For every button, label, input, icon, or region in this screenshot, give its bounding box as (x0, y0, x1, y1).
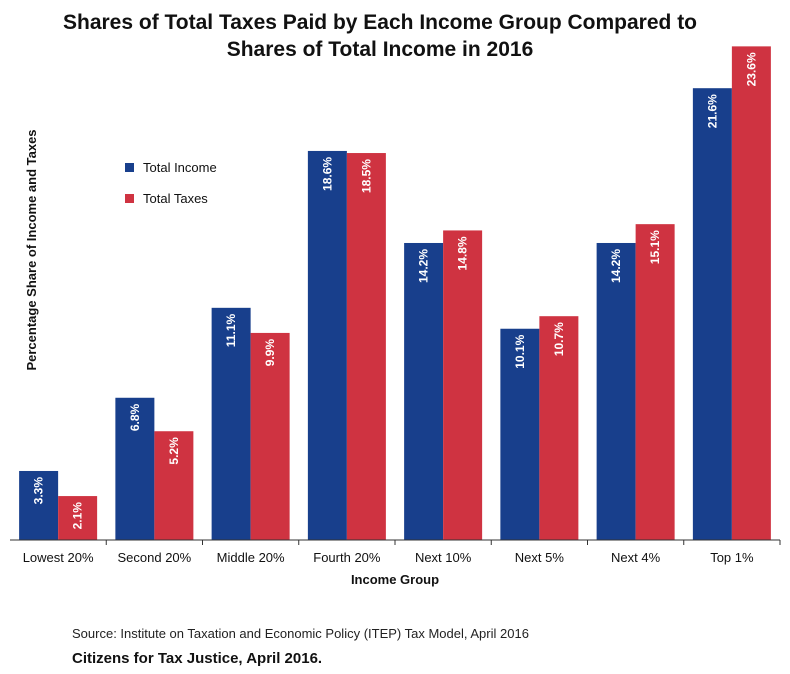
bar-taxes-1 (154, 431, 194, 540)
x-tick-label-2: Middle 20% (217, 550, 285, 565)
bar-income-6 (596, 242, 636, 540)
bar-income-4 (404, 242, 444, 540)
x-tick-label-4: Next 10% (415, 550, 472, 565)
x-tick-label-1: Second 20% (118, 550, 192, 565)
chart: Shares of Total Taxes Paid by Each Incom… (10, 11, 781, 587)
legend-swatch-total-income (125, 163, 134, 172)
bar-label-income-6: 14.2% (609, 249, 623, 283)
bar-label-income-0: 3.3% (32, 477, 46, 505)
legend-label-total-income: Total Income (143, 160, 217, 175)
bar-label-income-2: 11.1% (224, 314, 238, 348)
x-tick-label-0: Lowest 20% (23, 550, 94, 565)
bar-taxes-6 (635, 224, 675, 541)
bar-income-2 (211, 307, 251, 540)
bar-taxes-5 (539, 316, 579, 540)
bar-label-taxes-5: 10.7% (552, 322, 566, 356)
legend: Total Income Total Taxes (125, 160, 217, 206)
legend-swatch-total-taxes (125, 194, 134, 203)
bar-label-income-3: 18.6% (320, 157, 334, 191)
bar-taxes-3 (346, 153, 386, 540)
x-tick-label-3: Fourth 20% (313, 550, 381, 565)
bar-labels-group: 3.3% 2.1% 6.8% 5.2% 11.1% 9.9% 18.6% 18.5% 14.2%… (32, 52, 759, 529)
bar-income-7 (692, 88, 732, 540)
credit-note: Citizens for Tax Justice, April 2016. (72, 650, 323, 667)
bar-label-taxes-1: 5.2% (167, 437, 181, 465)
x-tick-label-7: Top 1% (710, 550, 754, 565)
bar-label-taxes-3: 18.5% (359, 159, 373, 193)
bar-taxes-0 (58, 496, 98, 540)
legend-label-total-taxes: Total Taxes (143, 191, 208, 206)
bar-taxes-7 (731, 46, 771, 540)
bar-taxes-2 (250, 332, 290, 540)
bar-income-1 (115, 397, 155, 540)
bar-label-income-5: 10.1% (513, 334, 527, 368)
bar-label-taxes-4: 14.8% (456, 236, 470, 270)
chart-title-line-2: Shares of Total Income in 2016 (227, 38, 534, 61)
bar-label-income-7: 21.6% (705, 94, 719, 128)
x-tick-label-6: Next 4% (611, 550, 661, 565)
chart-title-line-1: Shares of Total Taxes Paid by Each Incom… (63, 11, 697, 34)
bar-label-income-1: 6.8% (128, 403, 142, 431)
bar-income-3 (307, 150, 347, 540)
bar-label-taxes-7: 23.6% (744, 52, 758, 86)
x-axis-label: Income Group (351, 572, 439, 587)
y-axis-label: Percentage Share of Income and Taxes (24, 129, 39, 370)
bar-income-0 (19, 470, 59, 540)
bars-group (19, 46, 771, 541)
bar-label-taxes-2: 9.9% (263, 339, 277, 367)
bar-label-taxes-0: 2.1% (71, 502, 85, 530)
bar-label-income-4: 14.2% (417, 249, 431, 283)
bar-label-taxes-6: 15.1% (648, 230, 662, 264)
bar-taxes-4 (443, 230, 483, 540)
bar-income-5 (500, 328, 540, 540)
x-tick-label-5: Next 5% (515, 550, 565, 565)
x-ticks-group: Lowest 20% Second 20% Middle 20% Fourth 20%… (23, 540, 781, 565)
source-note: Source: Institute on Taxation and Econom… (72, 626, 529, 641)
